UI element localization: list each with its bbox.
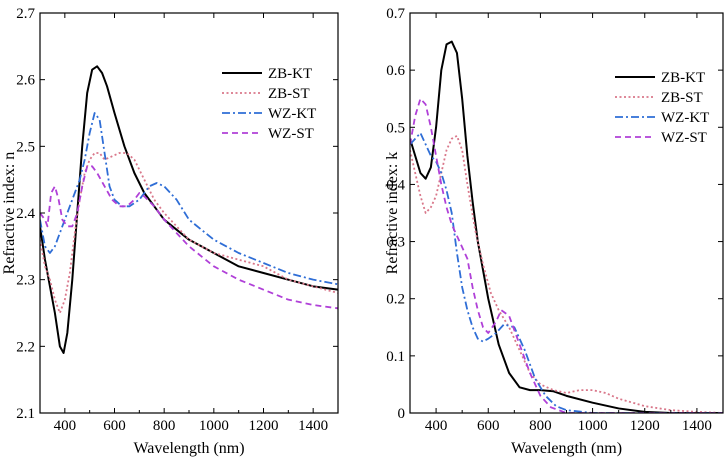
- y-tick-label: 0.2: [386, 292, 405, 308]
- x-tick-label: 1200: [630, 418, 660, 434]
- legend: ZB-KT ZB-ST WZ-KT WZ-ST: [222, 66, 316, 142]
- series-line-wz-st: [40, 165, 338, 310]
- y-tick-label: 0.1: [386, 349, 405, 365]
- y-tick-label: 2.3: [16, 273, 35, 289]
- legend-label-zb-st: ZB-ST: [661, 90, 703, 106]
- series-line-wz-st: [410, 97, 723, 413]
- series-line-zb-kt: [40, 65, 338, 354]
- series-line-zb-st: [410, 134, 723, 413]
- x-tick-label: 1000: [578, 418, 608, 434]
- y-tick-label: 2.7: [16, 6, 35, 22]
- legend-label-wz-st: WZ-ST: [661, 130, 707, 146]
- y-tick-label: 2.5: [16, 139, 35, 155]
- x-axis-title: Wavelength (nm): [133, 440, 244, 457]
- y-tick-label: 0.4: [386, 177, 405, 193]
- x-tick-label: 400: [54, 418, 77, 434]
- y-axis-title: Refractive index: n: [1, 152, 18, 275]
- y-tick-label: 0.3: [386, 235, 405, 251]
- y-tick-label: 2.6: [16, 73, 35, 89]
- y-tick-label: 0.5: [386, 120, 405, 136]
- panel-refractive-index-n: 400 600 800 1000 1200 1400 2.1 2.2 2.3 2.4 2.5 2.6 2…: [1, 6, 339, 457]
- x-tick-label: 600: [477, 418, 500, 434]
- y-tick-label: 2.4: [16, 206, 35, 222]
- x-tick-label: 1400: [682, 418, 712, 434]
- x-tick-label: 1400: [298, 418, 328, 434]
- y-tick-label: 2.2: [16, 339, 35, 355]
- legend: ZB-KT ZB-ST WZ-KT WZ-ST: [615, 70, 709, 146]
- y-tick-label: 0: [398, 406, 406, 422]
- legend-label-wz-st: WZ-ST: [268, 126, 314, 142]
- x-tick-label: 1000: [199, 418, 229, 434]
- legend-label-wz-kt: WZ-KT: [661, 110, 709, 126]
- legend-label-wz-kt: WZ-KT: [268, 106, 316, 122]
- y-tick-label: 0.6: [386, 63, 405, 79]
- x-tick-label: 1200: [249, 418, 279, 434]
- panel-extinction-coefficient-k: 400 600 800 1000 1200 1400 0 0.1 0.2 0.3 0.4 0.5 0.6…: [384, 6, 724, 457]
- y-axis-title: Refractive index: k: [384, 152, 401, 275]
- y-tick-label: 0.7: [386, 6, 405, 22]
- x-tick-label: 600: [103, 418, 126, 434]
- series-line-zb-kt: [410, 40, 723, 413]
- y-tick-label: 2.1: [16, 406, 35, 422]
- x-tick-label: 800: [153, 418, 176, 434]
- series-line-wz-kt: [410, 132, 723, 413]
- x-axis-title: Wavelength (nm): [511, 440, 622, 457]
- x-tick-label: 400: [425, 418, 448, 434]
- legend-label-zb-kt: ZB-KT: [661, 70, 705, 86]
- legend-label-zb-kt: ZB-KT: [268, 66, 312, 82]
- legend-label-zb-st: ZB-ST: [268, 86, 310, 102]
- x-tick-label: 800: [529, 418, 552, 434]
